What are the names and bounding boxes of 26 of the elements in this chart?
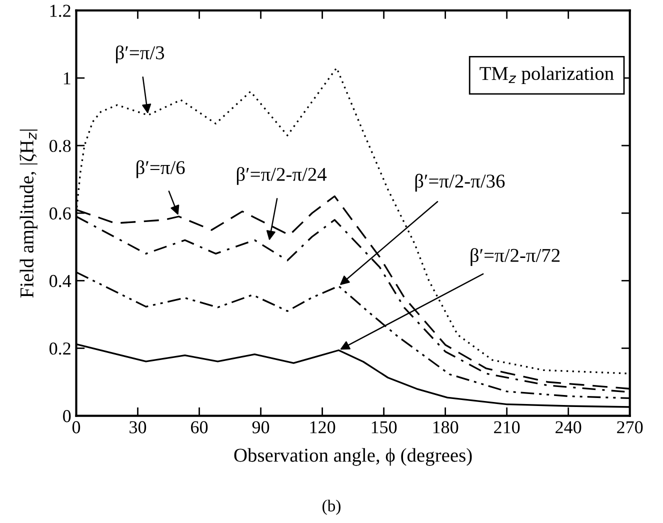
x-tick-label: 90 (252, 421, 270, 434)
text: β′=π/2-π/72 (470, 248, 560, 266)
x-tick-label: 210 (494, 421, 520, 434)
y-axis-title: Field amplitude, |ζH$_{z}$| (20, 130, 38, 298)
y-tick-label: 1 (64, 72, 70, 84)
y-tick-label: 0.2 (50, 342, 70, 355)
x-tick-label: 60 (191, 421, 208, 434)
series-label: β′=π/2-π/24 (236, 167, 327, 185)
y-tick-label: 1.2 (50, 4, 70, 17)
x-tick-label: 180 (433, 421, 458, 434)
text: (b) (322, 500, 340, 515)
x-tick-label: 270 (617, 421, 643, 434)
annotation: TM$_{z}$ polarization (480, 66, 614, 84)
series-label: β′=π/6 (136, 160, 185, 178)
text: β′=π/3 (116, 45, 164, 64)
y-tick-label: 0.8 (50, 140, 71, 152)
text: β′=π/2-π/36 (415, 174, 505, 192)
y-tick-label: 0 (63, 410, 71, 422)
x-tick-label: 240 (556, 421, 582, 434)
x-axis-title: Observation angle, ϕ (degrees) (234, 448, 472, 466)
y-tick-label: 0.6 (50, 207, 71, 220)
x-tick-label: 150 (372, 421, 397, 434)
x-tick-label: 120 (310, 421, 336, 434)
x-tick-label: 30 (130, 421, 146, 434)
y-tick-label: 0.4 (50, 274, 72, 288)
x-tick-label: 0 (72, 421, 80, 434)
